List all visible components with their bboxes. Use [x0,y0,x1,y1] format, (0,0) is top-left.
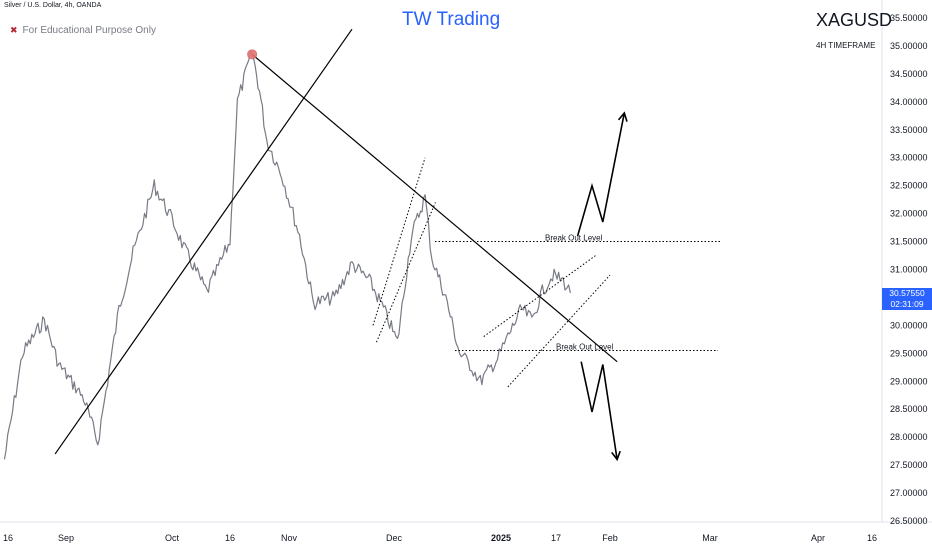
x-tick-label: 16 [3,533,13,543]
y-tick-label: 29.00000 [890,376,928,386]
y-tick-label: 31.50000 [890,237,928,247]
y-tick-label: 29.50000 [890,348,928,358]
x-tick-label: Feb [602,533,618,543]
y-tick-label: 32.00000 [890,209,928,219]
y-tick-label: 34.50000 [890,69,928,79]
brand-watermark: TW Trading [402,9,501,30]
x-tick-label: Nov [281,533,298,543]
breakout-level-label: Break Out Level [556,343,614,352]
y-tick-label: 30.00000 [890,320,928,330]
price-series-line [3,49,571,460]
current-price: 30.57550 [889,288,925,298]
channel-line [376,202,436,343]
trendline [251,53,618,363]
symbol-label: XAGUSD [816,10,893,30]
channel-line [372,157,426,326]
projection-up-path [576,112,626,237]
x-tick-label: Sep [58,533,74,543]
projection-down-path [580,361,618,460]
y-tick-label: 26.50000 [890,516,928,526]
x-tick-label: Oct [165,533,180,543]
y-tick-label: 28.50000 [890,404,928,414]
arrowhead [617,111,628,122]
x-tick-label: Apr [811,533,825,543]
y-tick-label: 33.00000 [890,153,928,163]
y-tick-label: 27.50000 [890,460,928,470]
peak-marker [247,49,258,60]
bar-countdown: 02:31:09 [890,299,924,309]
x-tick-label: 2025 [491,533,511,543]
x-tick-label: Dec [386,533,403,543]
y-tick-label: 34.00000 [890,97,928,107]
educational-note: ✖ For Educational Purpose Only [10,25,156,36]
x-tick-label: 16 [225,533,235,543]
timeframe-label: 4H TIMEFRAME [816,41,876,50]
y-tick-label: 31.00000 [890,265,928,275]
y-tick-label: 35.50000 [890,13,928,23]
educational-note-text: For Educational Purpose Only [22,25,156,36]
x-tick-label: 17 [551,533,561,543]
arrowhead [611,450,621,462]
pin-icon: ✖ [10,25,18,35]
x-tick-label: 16 [867,533,877,543]
y-tick-label: 33.50000 [890,125,928,135]
x-tick-label: Mar [702,533,718,543]
instrument-title: Silver / U.S. Dollar, 4h, OANDA [4,2,102,9]
channel-line [507,274,611,388]
y-tick-label: 28.00000 [890,432,928,442]
y-tick-label: 32.50000 [890,181,928,191]
y-tick-label: 35.00000 [890,41,928,51]
trendline [54,28,353,455]
breakout-level-label: Break Out Level [545,234,603,243]
current-price-label: 30.57550 02:31:09 [882,288,932,310]
y-tick-label: 27.00000 [890,488,928,498]
